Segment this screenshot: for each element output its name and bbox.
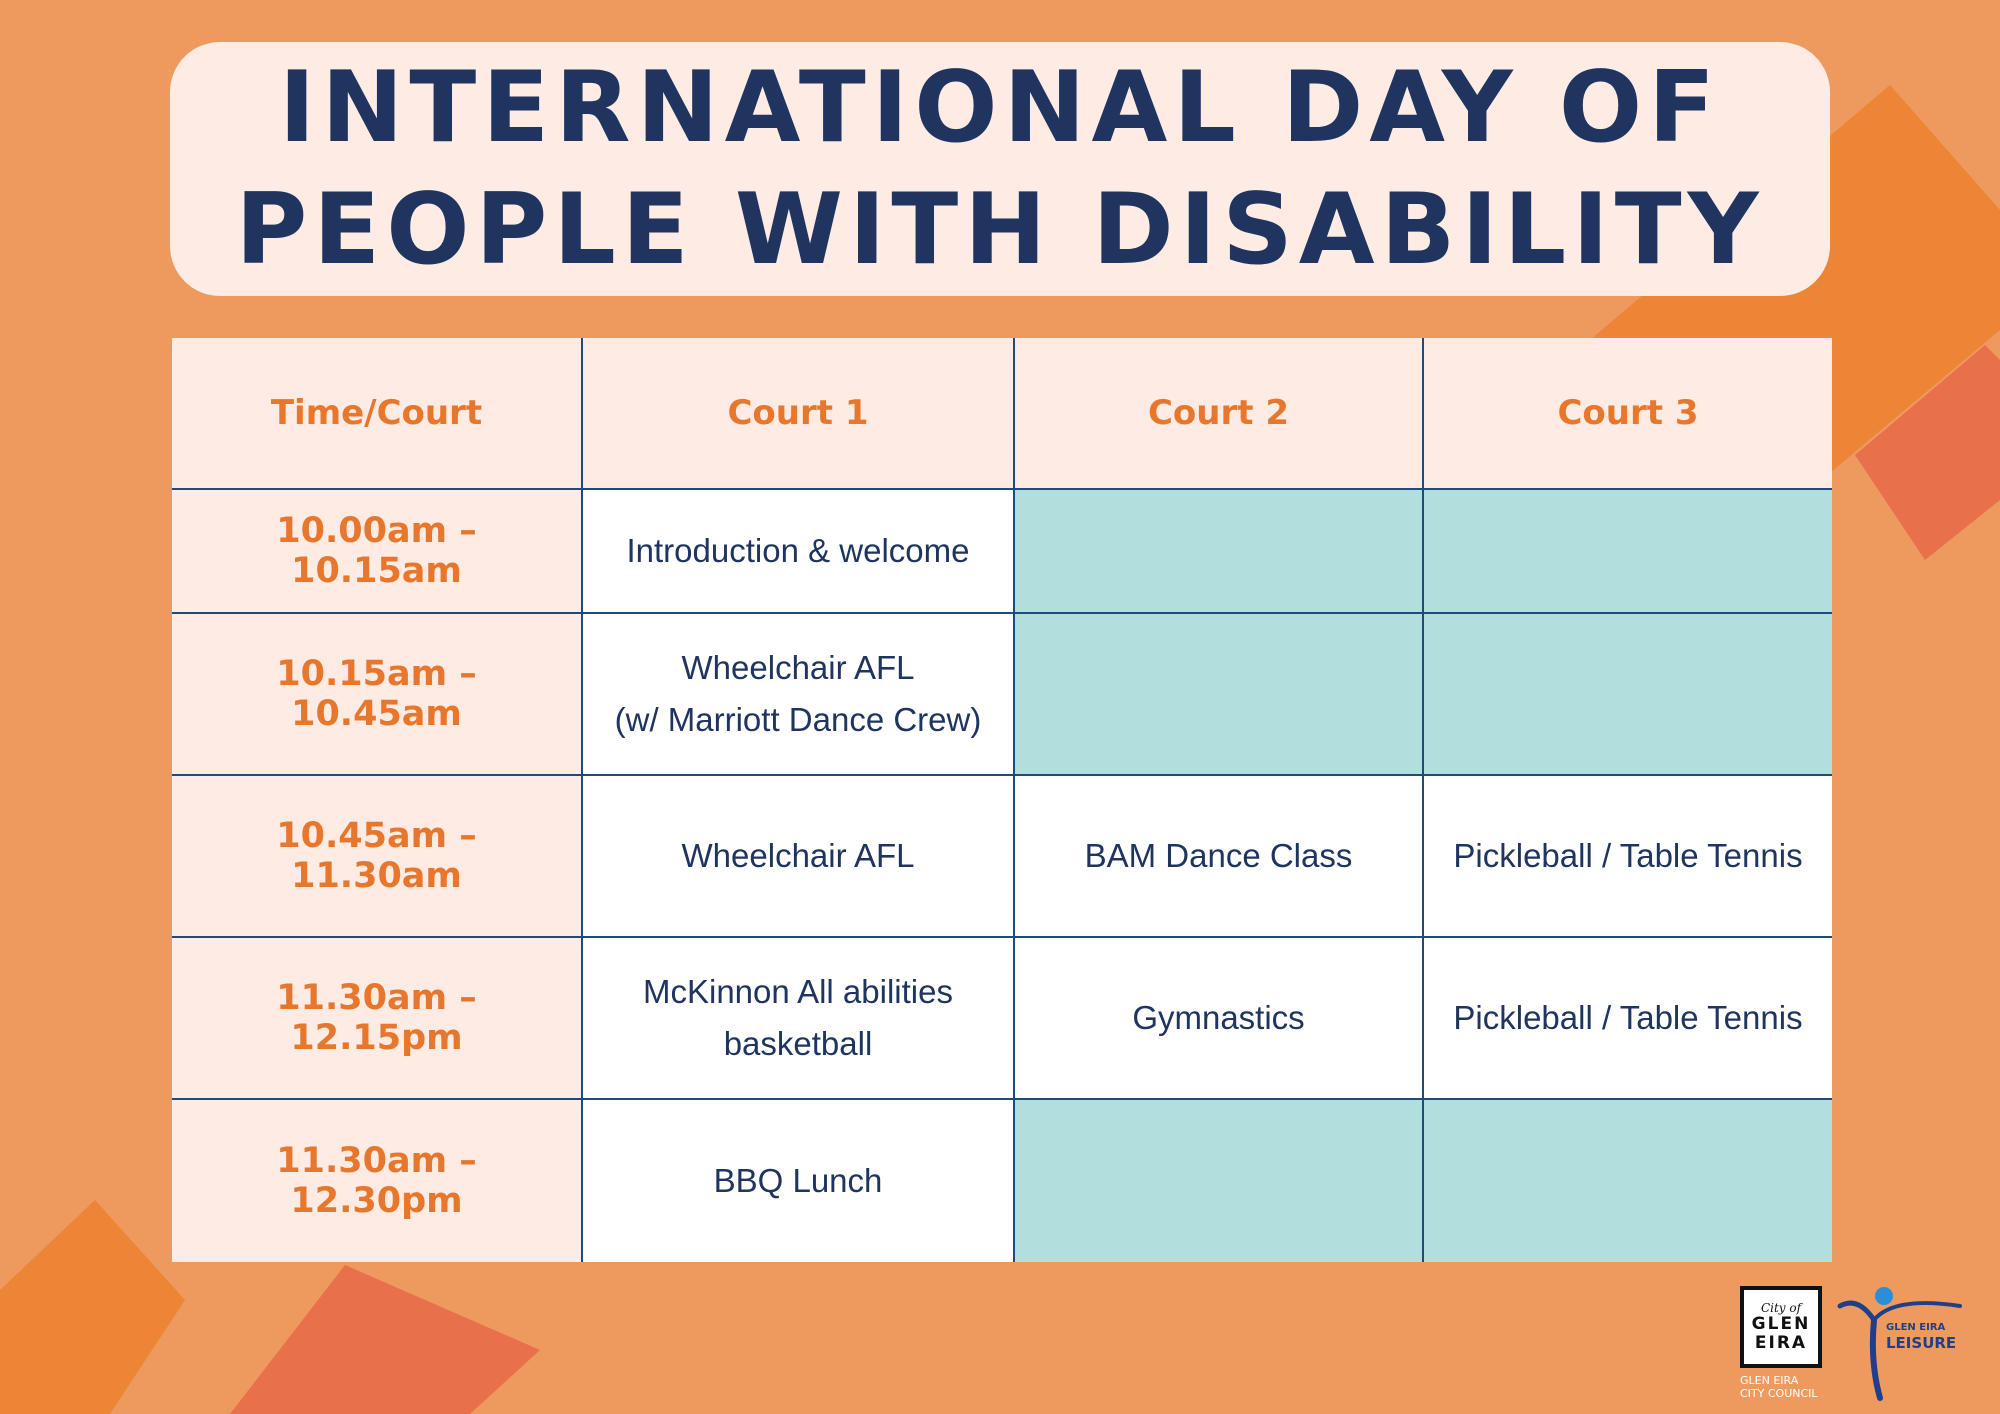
table-row: 10.45am – 11.30am Wheelchair AFL BAM Dan… — [172, 774, 1832, 938]
logo-city-line-3: EIRA — [1754, 1333, 1808, 1353]
header-court-1: Court 1 — [581, 338, 1015, 490]
court-2-cell: BAM Dance Class — [1013, 774, 1424, 938]
court-1-cell: Wheelchair AFL (w/ Marriott Dance Crew) — [581, 612, 1015, 776]
court-3-cell-empty — [1422, 1098, 1832, 1262]
header-time-court: Time/Court — [172, 338, 583, 490]
table-row: 11.30am – 12.15pm McKinnon All abilities… — [172, 936, 1832, 1100]
deco-stripe-bottom-left — [230, 1265, 540, 1414]
city-caption-line-1: GLEN EIRA — [1740, 1374, 1799, 1387]
court-1-cell: Introduction & welcome — [581, 488, 1015, 614]
deco-block-right — [1855, 345, 2000, 560]
city-logo-caption: GLEN EIRA CITY COUNCIL — [1740, 1374, 1826, 1400]
glen-eira-leisure-logo: GLEN EIRA LEISURE — [1836, 1282, 1964, 1402]
table-row: 10.15am – 10.45am Wheelchair AFL (w/ Mar… — [172, 612, 1832, 776]
logo-city-line-1: City of — [1760, 1301, 1802, 1315]
court-3-cell: Pickleball / Table Tennis — [1422, 936, 1832, 1100]
header-row: Time/Court Court 1 Court 2 Court 3 — [172, 338, 1832, 490]
table-row: 11.30am – 12.30pm BBQ Lunch — [172, 1098, 1832, 1262]
court-3-cell-empty — [1422, 612, 1832, 776]
court-2-cell: Gymnastics — [1013, 936, 1424, 1100]
court-1-cell: Wheelchair AFL — [581, 774, 1015, 938]
court-2-cell-empty — [1013, 1098, 1424, 1262]
court-1-cell: BBQ Lunch — [581, 1098, 1015, 1262]
header-court-2: Court 2 — [1013, 338, 1424, 490]
time-cell: 11.30am – 12.15pm — [172, 936, 583, 1100]
court-1-line-2: basketball — [723, 1025, 873, 1062]
header-court-3: Court 3 — [1422, 338, 1832, 490]
schedule-table: Time/Court Court 1 Court 2 Court 3 10.00… — [172, 338, 1832, 1262]
court-2-cell-empty — [1013, 488, 1424, 614]
city-of-glen-eira-logo: City of GLEN EIRA — [1740, 1286, 1822, 1368]
court-1-line-1: McKinnon All abilities — [643, 973, 953, 1010]
time-cell: 10.15am – 10.45am — [172, 612, 583, 776]
court-1-line-2: (w/ Marriott Dance Crew) — [614, 701, 982, 738]
title-line-2: PEOPLE WITH DISABILITY — [235, 173, 1765, 287]
leisure-logo-line-1: GLEN EIRA — [1886, 1322, 1946, 1333]
court-1-cell: McKinnon All abilities basketball — [581, 936, 1015, 1100]
time-cell: 10.00am – 10.15am — [172, 488, 583, 614]
city-caption-line-2: CITY COUNCIL — [1740, 1387, 1818, 1400]
logo-city-line-2: GLEN — [1751, 1314, 1811, 1334]
leisure-figure-icon — [1837, 1287, 1962, 1401]
leisure-logo-line-2: LEISURE — [1886, 1334, 1957, 1352]
court-2-cell-empty — [1013, 612, 1424, 776]
title-panel: INTERNATIONAL DAY OF PEOPLE WITH DISABIL… — [170, 42, 1830, 296]
title-line-1: INTERNATIONAL DAY OF — [278, 51, 1722, 165]
court-3-cell-empty — [1422, 488, 1832, 614]
court-1-line-1: Wheelchair AFL — [681, 649, 915, 686]
time-cell: 10.45am – 11.30am — [172, 774, 583, 938]
time-cell: 11.30am – 12.30pm — [172, 1098, 583, 1262]
table-row: 10.00am – 10.15am Introduction & welcome — [172, 488, 1832, 614]
court-3-cell: Pickleball / Table Tennis — [1422, 774, 1832, 938]
deco-block-bottom-left — [0, 1200, 185, 1414]
